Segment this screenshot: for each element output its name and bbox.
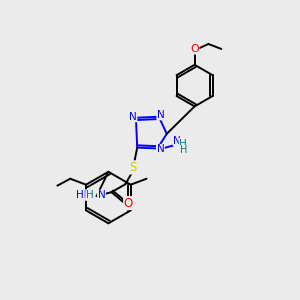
Text: N: N (129, 112, 137, 122)
Text: HN: HN (76, 190, 92, 200)
Text: H: H (179, 146, 187, 155)
Text: O: O (124, 196, 133, 210)
Text: H: H (179, 139, 187, 148)
Text: N: N (173, 136, 181, 146)
Text: S: S (130, 161, 137, 174)
Text: N: N (157, 110, 165, 120)
Text: H: H (86, 190, 94, 200)
Text: N: N (98, 190, 105, 200)
Text: N: N (157, 145, 164, 154)
Text: O: O (190, 44, 199, 54)
